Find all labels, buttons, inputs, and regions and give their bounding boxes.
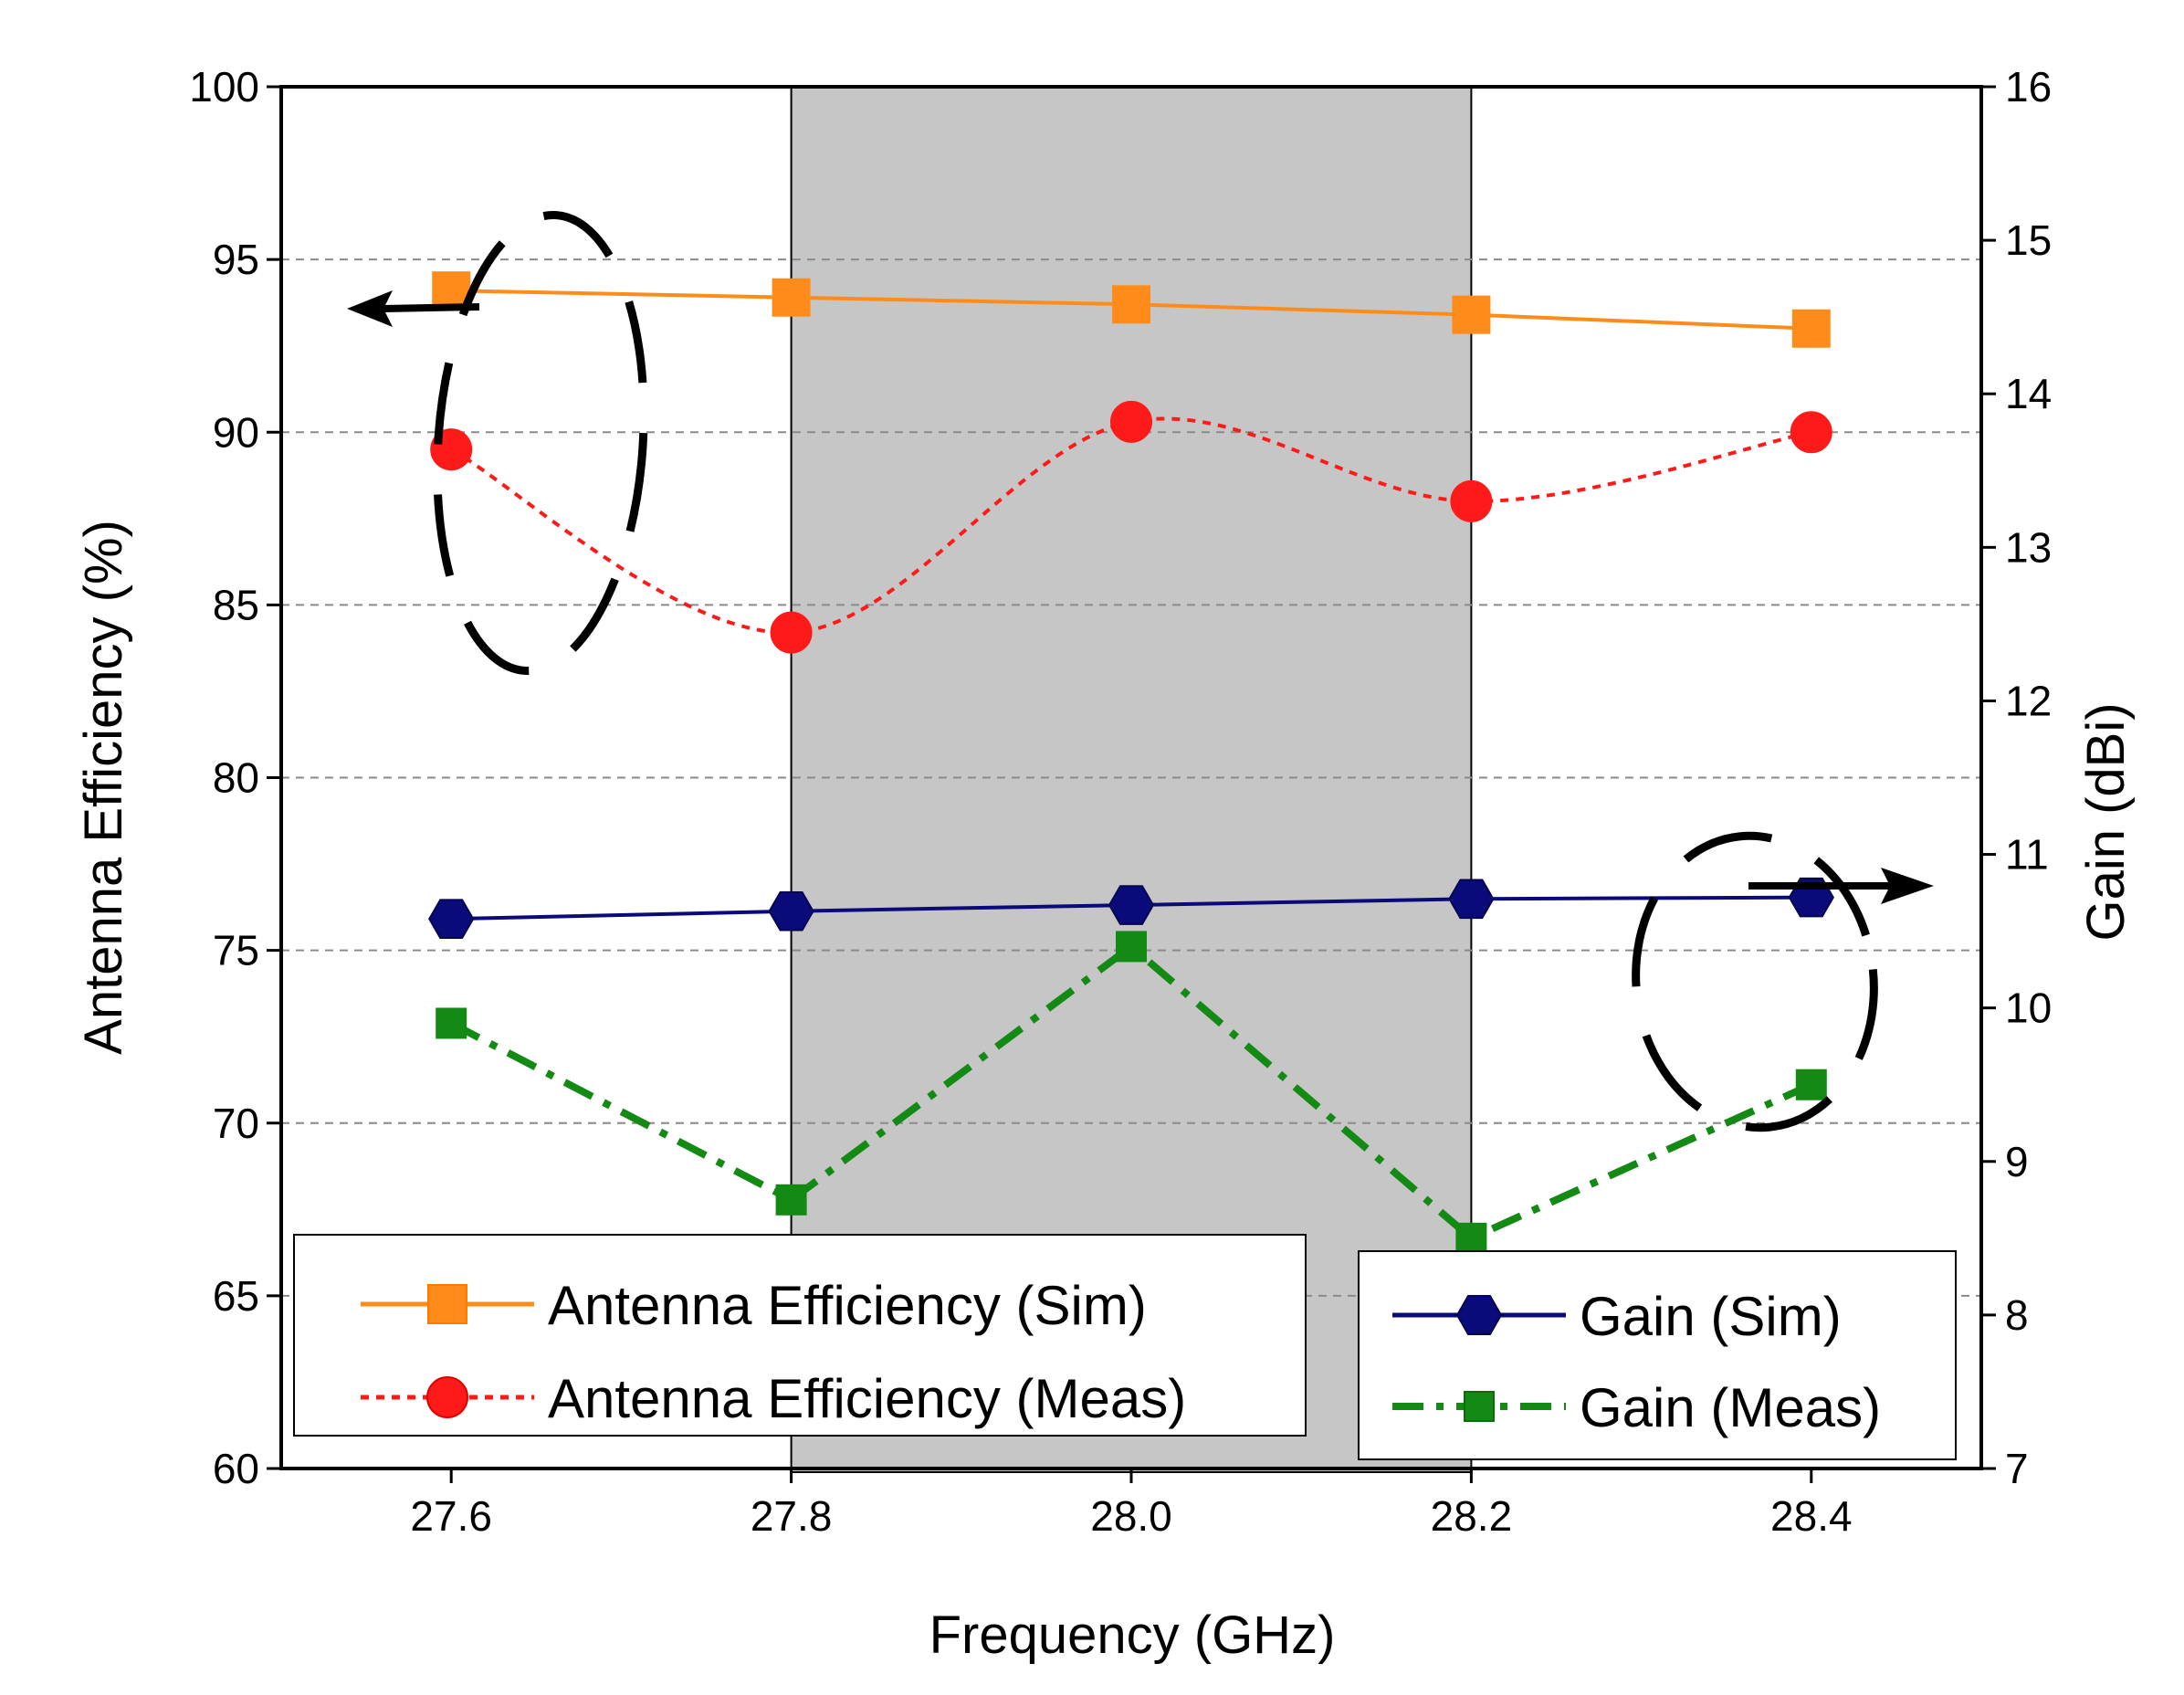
data-point-gain-sim [1108,885,1155,925]
y-left-tick-label: 85 [213,581,259,628]
x-tick-label: 28.0 [1090,1492,1172,1540]
y-right-tick-label: 8 [2005,1291,2029,1339]
data-point-gain-sim [428,899,475,939]
data-point-antenna-efficiency-meas [1450,479,1493,522]
legend-gain-meas-marker [1464,1391,1495,1422]
y-right-tick-label: 10 [2005,984,2052,1032]
y-right-tick-label: 16 [2005,63,2052,111]
x-tick-label: 27.6 [410,1492,492,1540]
data-point-gain-meas [1455,1222,1487,1254]
x-tick-label: 28.4 [1770,1492,1853,1540]
data-point-antenna-efficiency-sim [1791,309,1831,348]
data-point-gain-meas [1116,931,1147,963]
data-point-antenna-efficiency-meas [1110,400,1152,443]
right-annotation-ellipse [1632,831,1878,1132]
data-point-gain-sim [1448,879,1495,920]
legend-gain-box [1358,1250,1957,1460]
y-right-tick-label: 9 [2005,1138,2029,1185]
data-point-antenna-efficiency-sim [1452,295,1491,334]
y-left-tick-label: 65 [213,1272,259,1320]
right-arrow-head-icon [1881,868,1934,904]
y-left-tick-label: 90 [213,408,259,456]
data-point-gain-meas [1795,1069,1827,1100]
left-annotation-ellipse [433,210,648,676]
legend-eff-meas-label: Antenna Efficiency (Meas) [548,1368,1186,1429]
legend-eff-sim-marker [427,1284,467,1324]
legend-efficiency: Antenna Efficiency (Sim) Antenna Efficie… [293,1234,1307,1437]
data-point-antenna-efficiency-sim [1112,285,1150,324]
x-tick-label: 27.8 [751,1492,833,1540]
legend-gain-meas-label: Gain (Meas) [1580,1377,1881,1438]
y-right-tick-label: 7 [2005,1445,2029,1492]
legend-gain-sim-label: Gain (Sim) [1580,1286,1842,1347]
y-right-tick-label: 15 [2005,216,2052,264]
data-point-gain-sim [768,890,814,932]
legend-gain: Gain (Sim) Gain (Meas) [1358,1250,1957,1460]
y-right-tick-label: 14 [2005,370,2052,417]
y-left-tick-label: 70 [213,1100,259,1147]
data-point-antenna-efficiency-meas [1790,411,1832,454]
y-left-tick-label: 60 [213,1445,259,1492]
data-point-antenna-efficiency-sim [772,278,811,317]
series-layer [428,271,1834,1254]
y-left-tick-label: 95 [213,236,259,283]
left-annotation-arrow-shaft [383,303,480,312]
x-axis-title: Frequency (GHz) [929,1606,1336,1665]
legend-eff-meas-marker [426,1376,468,1418]
legend-gain-sim-hexagon-icon [1455,1295,1503,1335]
y-right-tick-label: 11 [2005,831,2049,879]
data-point-gain-meas [775,1184,807,1216]
x-tick-label: 28.2 [1431,1492,1513,1540]
y-right-tick-label: 12 [2005,677,2052,724]
annotation-layer [347,210,1934,1132]
y-left-tick-label: 80 [213,754,259,802]
y-right-tick-label: 13 [2005,523,2052,571]
ticks-layer: 27.6 27.8 28.0 28.2 28.4 60 65 70 75 80 85 90 95 100 7… [189,63,2052,1540]
y-left-tick-label: 75 [213,927,259,974]
data-point-antenna-efficiency-meas [770,611,813,654]
legend-eff-sim-label: Antenna Efficiency (Sim) [548,1275,1147,1336]
data-point-gain-meas [436,1007,467,1039]
left-arrow-head-icon [347,290,393,327]
y-left-tick-label: 100 [189,63,259,111]
y-left-axis-title: Antenna Efficiency (%) [74,520,133,1055]
y-right-axis-title: Gain (dBi) [2076,702,2136,941]
